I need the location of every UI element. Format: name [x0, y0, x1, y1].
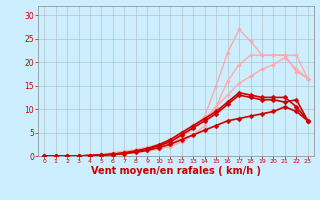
X-axis label: Vent moyen/en rafales ( km/h ): Vent moyen/en rafales ( km/h ) — [91, 166, 261, 176]
